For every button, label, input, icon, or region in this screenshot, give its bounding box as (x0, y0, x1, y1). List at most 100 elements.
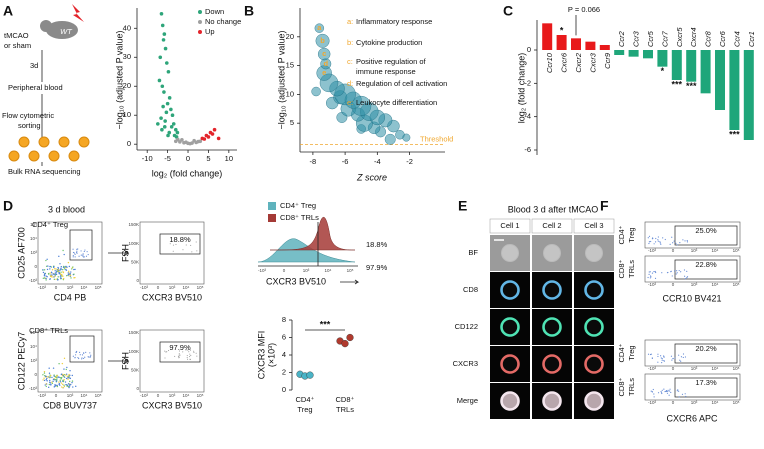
flow-dot (52, 276, 54, 278)
y-tick-label: 2 (282, 367, 286, 376)
flow-dot (51, 376, 53, 379)
flow-x-tick: 10⁴ (81, 393, 88, 398)
bar (628, 50, 639, 57)
significance: *** (320, 319, 331, 329)
flow-dot (189, 358, 191, 360)
flow-dot (684, 240, 686, 242)
row-label: CD4⁺ (617, 225, 626, 244)
term-key: e: (347, 98, 353, 107)
flow-dot (84, 356, 86, 358)
flow-dot (72, 355, 74, 357)
term-marker: e (322, 68, 326, 77)
flow-dot (172, 250, 174, 252)
flow-dot (195, 241, 197, 243)
flow-x-tick: 10⁴ (183, 393, 190, 398)
flow-x-tick: 0 (157, 393, 160, 398)
gate (674, 343, 738, 364)
flow-dot (50, 271, 53, 274)
flow-dot (58, 273, 61, 275)
flow-dot (72, 256, 74, 258)
flow-x-tick: 10⁵ (733, 282, 740, 287)
category-label: Ccr7 (660, 30, 669, 47)
flow-x-tick: -10³ (38, 393, 47, 398)
flow-dot (69, 377, 72, 380)
flow-dot (177, 355, 179, 357)
cell (68, 150, 80, 162)
flow-dot (45, 383, 47, 385)
flow-dot (53, 273, 55, 276)
flow-dot (45, 259, 47, 262)
gate (69, 335, 95, 363)
flow-dot (87, 356, 89, 358)
flow-dot (83, 256, 85, 258)
bar (585, 41, 596, 50)
bubble (315, 33, 330, 48)
point (166, 133, 170, 138)
flow-x-tick: 10⁴ (183, 285, 190, 290)
cell (38, 136, 50, 148)
condition: tMCAO (4, 31, 29, 40)
flow-dot (52, 273, 54, 275)
flow-dot (54, 270, 56, 272)
flow-dot (42, 269, 44, 271)
flow-dot (78, 255, 80, 257)
flow-dot (191, 251, 193, 253)
category-label: Cxcr3 (588, 52, 597, 72)
flow-dot (46, 258, 48, 260)
flow-dot (653, 393, 655, 395)
flow-x-tick: 0 (672, 248, 675, 253)
gate-percent: 18.8% (366, 240, 388, 249)
dot (346, 333, 354, 342)
flow-dot (80, 250, 82, 252)
bubble (314, 23, 325, 33)
x-tick-label: -4 (374, 157, 381, 166)
flow-dot (54, 267, 56, 270)
flow-dot (72, 266, 74, 268)
point (161, 38, 166, 42)
flow-x-tick: 10³ (691, 282, 698, 287)
flow-dot (82, 255, 84, 257)
bar (614, 50, 625, 55)
flow-dot (49, 268, 51, 270)
flow-dot (174, 355, 176, 357)
flow-dot (74, 268, 76, 271)
point (165, 101, 170, 106)
y-tick-label: 4 (282, 350, 286, 359)
flow-dot (676, 270, 678, 272)
cell (28, 150, 40, 162)
flow-dot (648, 271, 650, 273)
flow-dot (67, 377, 69, 379)
flow-dot (73, 252, 76, 254)
point (210, 132, 215, 136)
flow-dot (54, 385, 56, 387)
category-label: CD8⁺ (336, 395, 355, 404)
flow-dot (686, 270, 688, 273)
flow-x-tick: 10³ (67, 285, 74, 290)
flow-dot (63, 375, 65, 378)
point (162, 90, 166, 94)
flow-dot (44, 272, 46, 275)
legend-label: No change (205, 17, 241, 26)
flow-dot (70, 277, 72, 279)
flow-dot (680, 356, 683, 358)
flow-dot (48, 367, 50, 369)
cell (542, 391, 562, 411)
flow-dot (196, 250, 198, 252)
flow-x-tick: 10⁴ (712, 282, 719, 287)
cell (585, 244, 603, 262)
p-annotation: P = 0.066 (568, 5, 600, 14)
flow-dot (649, 275, 652, 277)
flow-dot (55, 380, 58, 383)
flow-dot (172, 244, 174, 246)
flow-dot (178, 356, 180, 358)
flow-dot (43, 370, 46, 373)
bubble (317, 47, 331, 61)
flow-dot (58, 376, 60, 379)
category-label: TRLs (336, 405, 354, 414)
point (175, 130, 180, 135)
flow-dot (66, 384, 69, 387)
flow-dot (648, 235, 651, 237)
point (164, 61, 169, 65)
flow-x-tick: 10⁴ (712, 366, 719, 371)
